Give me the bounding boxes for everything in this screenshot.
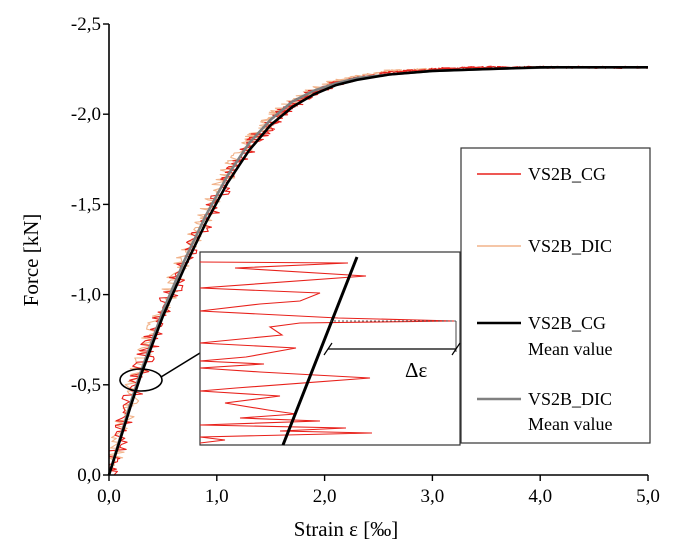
ticks-layer: 0,0 1,0 2,0 3,0 4,0 5,0 0,0 -0,5 -1,0 -1,5 -2,0 -2,… — [71, 14, 660, 507]
y-tick-label: -2,5 — [71, 14, 101, 35]
legend-label-dic-mean: VS2B_DIC — [528, 389, 612, 409]
legend-label-cg-mean-sub: Mean value — [528, 339, 612, 359]
x-tick-label: 5,0 — [636, 486, 660, 507]
legend-label-dic: VS2B_DIC — [528, 236, 612, 256]
zoom-connector-line — [160, 352, 201, 378]
series-layer — [107, 65, 648, 476]
y-tick-label: -0,5 — [71, 375, 101, 396]
zoom-marker-ellipse — [119, 368, 163, 392]
x-tick-label: 3,0 — [421, 486, 445, 507]
legend-label-cg: VS2B_CG — [528, 164, 606, 184]
inset-cg-signal-line — [199, 261, 456, 444]
y-tick-label: -1,5 — [71, 194, 101, 215]
y-tick-label: 0,0 — [77, 465, 101, 486]
inset-zoom: Δε — [199, 251, 461, 446]
x-axis-title: Strain ε [‰] — [294, 517, 398, 541]
legend-label-dic-mean-sub: Mean value — [528, 414, 612, 434]
legend: VS2B_CG VS2B_DIC VS2B_CG Mean value VS2B… — [460, 147, 651, 444]
inset-mean-line — [281, 256, 359, 446]
x-tick-label: 1,0 — [205, 486, 229, 507]
series-line-2 — [107, 66, 648, 476]
y-axis-title: Force [kN] — [19, 214, 43, 307]
delta-epsilon-tick-left — [323, 342, 333, 356]
x-tick-label: 0,0 — [97, 486, 121, 507]
y-tick-label: -2,0 — [71, 104, 101, 125]
delta-epsilon-label: Δε — [405, 358, 428, 382]
x-tick-label: 4,0 — [528, 486, 552, 507]
delta-epsilon-tick-right — [451, 342, 461, 356]
x-tick-label: 2,0 — [313, 486, 337, 507]
legend-label-cg-mean: VS2B_CG — [528, 313, 606, 333]
legend-frame — [460, 147, 651, 444]
y-tick-label: -1,0 — [71, 285, 101, 306]
axes — [108, 24, 648, 476]
